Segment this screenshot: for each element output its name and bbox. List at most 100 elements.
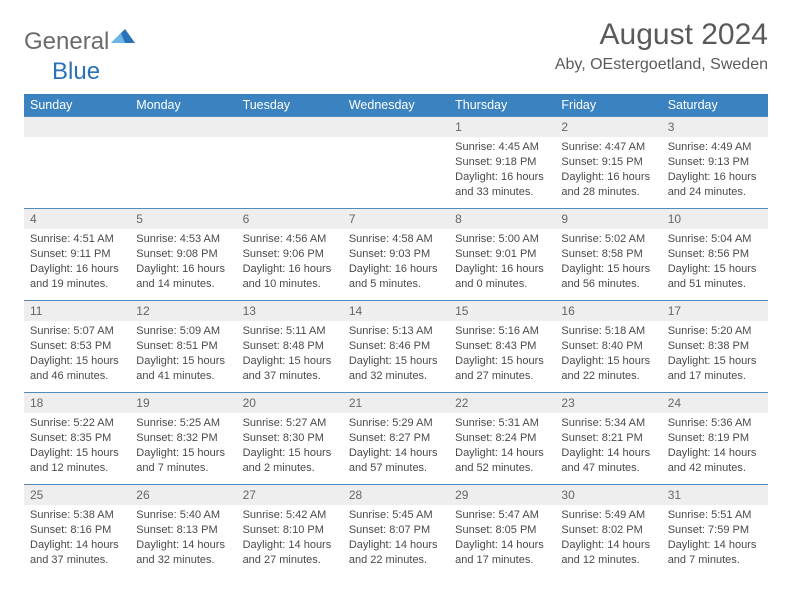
- calendar-day-cell: 4Sunrise: 4:51 AMSunset: 9:11 PMDaylight…: [24, 208, 130, 300]
- day-content: Sunrise: 5:45 AMSunset: 8:07 PMDaylight:…: [343, 505, 449, 571]
- calendar-day-cell: 8Sunrise: 5:00 AMSunset: 9:01 PMDaylight…: [449, 208, 555, 300]
- daylight-line: Daylight: 14 hours and 47 minutes.: [561, 446, 655, 476]
- sunset-line: Sunset: 8:46 PM: [349, 339, 443, 354]
- sunrise-line: Sunrise: 4:49 AM: [668, 140, 762, 155]
- calendar-day-cell: 14 Sunrise: 5:13 AMSunset: 8:46 PMDayligh…: [343, 300, 449, 392]
- daylight-line: Daylight: 16 hours and 28 minutes.: [561, 170, 655, 200]
- sunset-line: Sunset: 8:24 PM: [455, 431, 549, 446]
- calendar-day-cell: 7Sunrise: 4:58 AMSunset: 9:03 PMDaylight…: [343, 208, 449, 300]
- day-number: 26: [130, 484, 236, 505]
- calendar-day-cell: 9Sunrise: 5:02 AMSunset: 8:58 PMDaylight…: [555, 208, 661, 300]
- day-number: 31: [662, 484, 768, 505]
- day-number: 5: [130, 208, 236, 229]
- daylight-line: Daylight: 14 hours and 52 minutes.: [455, 446, 549, 476]
- sunrise-line: Sunrise: 5:45 AM: [349, 508, 443, 523]
- day-number: 25: [24, 484, 130, 505]
- sunset-line: Sunset: 8:16 PM: [30, 523, 124, 538]
- sunset-line: Sunset: 8:43 PM: [455, 339, 549, 354]
- daylight-line: Daylight: 16 hours and 5 minutes.: [349, 262, 443, 292]
- daylight-line: Daylight: 15 hours and 56 minutes.: [561, 262, 655, 292]
- day-content: Sunrise: 5:27 AMSunset: 8:30 PMDaylight:…: [237, 413, 343, 479]
- sunrise-line: Sunrise: 5:29 AM: [349, 416, 443, 431]
- sunrise-line: Sunrise: 5:02 AM: [561, 232, 655, 247]
- daylight-line: Daylight: 15 hours and 17 minutes.: [668, 354, 762, 384]
- day-number: 30: [555, 484, 661, 505]
- daylight-line: Daylight: 16 hours and 24 minutes.: [668, 170, 762, 200]
- calendar-week-row: 18Sunrise: 5:22 AMSunset: 8:35 PMDayligh…: [24, 392, 768, 484]
- sunset-line: Sunset: 8:40 PM: [561, 339, 655, 354]
- day-number-empty: [343, 116, 449, 137]
- calendar-day-cell: 23Sunrise: 5:34 AMSunset: 8:21 PMDayligh…: [555, 392, 661, 484]
- sunrise-line: Sunrise: 4:45 AM: [455, 140, 549, 155]
- calendar-day-cell: 29Sunrise: 5:47 AMSunset: 8:05 PMDayligh…: [449, 484, 555, 576]
- day-content: Sunrise: 5:18 AMSunset: 8:40 PMDaylight:…: [555, 321, 661, 387]
- daylight-line: Daylight: 15 hours and 51 minutes.: [668, 262, 762, 292]
- calendar-day-cell: 13Sunrise: 5:11 AMSunset: 8:48 PMDayligh…: [237, 300, 343, 392]
- sunrise-line: Sunrise: 5:11 AM: [243, 324, 337, 339]
- day-number-empty: [130, 116, 236, 137]
- calendar-day-cell: 18Sunrise: 5:22 AMSunset: 8:35 PMDayligh…: [24, 392, 130, 484]
- calendar-day-cell: [343, 116, 449, 208]
- sunrise-line: Sunrise: 5:09 AM: [136, 324, 230, 339]
- day-content: Sunrise: 5:16 AMSunset: 8:43 PMDaylight:…: [449, 321, 555, 387]
- calendar-day-cell: 15Sunrise: 5:16 AMSunset: 8:43 PMDayligh…: [449, 300, 555, 392]
- day-number: 6: [237, 208, 343, 229]
- day-content: Sunrise: 5:31 AMSunset: 8:24 PMDaylight:…: [449, 413, 555, 479]
- calendar-week-row: 4Sunrise: 4:51 AMSunset: 9:11 PMDaylight…: [24, 208, 768, 300]
- sunset-line: Sunset: 8:53 PM: [30, 339, 124, 354]
- day-number: 16: [555, 300, 661, 321]
- day-number: 9: [555, 208, 661, 229]
- day-number: 29: [449, 484, 555, 505]
- day-number: 17: [662, 300, 768, 321]
- day-content: Sunrise: 4:58 AMSunset: 9:03 PMDaylight:…: [343, 229, 449, 295]
- sunrise-line: Sunrise: 5:25 AM: [136, 416, 230, 431]
- weekday-header: Sunday: [24, 94, 130, 116]
- daylight-line: Daylight: 15 hours and 46 minutes.: [30, 354, 124, 384]
- day-number: 1: [449, 116, 555, 137]
- daylight-line: Daylight: 16 hours and 19 minutes.: [30, 262, 124, 292]
- sunrise-line: Sunrise: 5:49 AM: [561, 508, 655, 523]
- day-number: 14: [343, 300, 449, 321]
- daylight-line: Daylight: 15 hours and 2 minutes.: [243, 446, 337, 476]
- daylight-line: Daylight: 16 hours and 33 minutes.: [455, 170, 549, 200]
- calendar-day-cell: [130, 116, 236, 208]
- day-number: 11: [24, 300, 130, 321]
- calendar-day-cell: 10Sunrise: 5:04 AMSunset: 8:56 PMDayligh…: [662, 208, 768, 300]
- sunset-line: Sunset: 8:32 PM: [136, 431, 230, 446]
- sunrise-line: Sunrise: 4:47 AM: [561, 140, 655, 155]
- daylight-line: Daylight: 15 hours and 41 minutes.: [136, 354, 230, 384]
- calendar-day-cell: 28Sunrise: 5:45 AMSunset: 8:07 PMDayligh…: [343, 484, 449, 576]
- daylight-line: Daylight: 14 hours and 7 minutes.: [668, 538, 762, 568]
- sunset-line: Sunset: 8:48 PM: [243, 339, 337, 354]
- day-content: Sunrise: 4:49 AMSunset: 9:13 PMDaylight:…: [662, 137, 768, 203]
- day-number: 3: [662, 116, 768, 137]
- calendar-day-cell: 26Sunrise: 5:40 AMSunset: 8:13 PMDayligh…: [130, 484, 236, 576]
- weekday-header: Saturday: [662, 94, 768, 116]
- daylight-line: Daylight: 14 hours and 57 minutes.: [349, 446, 443, 476]
- day-number: 15: [449, 300, 555, 321]
- sunrise-line: Sunrise: 5:04 AM: [668, 232, 762, 247]
- daylight-line: Daylight: 15 hours and 32 minutes.: [349, 354, 443, 384]
- weekday-header: Friday: [555, 94, 661, 116]
- sunrise-line: Sunrise: 5:38 AM: [30, 508, 124, 523]
- day-number: 24: [662, 392, 768, 413]
- day-content: Sunrise: 5:02 AMSunset: 8:58 PMDaylight:…: [555, 229, 661, 295]
- sunrise-line: Sunrise: 5:13 AM: [349, 324, 443, 339]
- daylight-line: Daylight: 14 hours and 27 minutes.: [243, 538, 337, 568]
- calendar-day-cell: 11Sunrise: 5:07 AMSunset: 8:53 PMDayligh…: [24, 300, 130, 392]
- sunrise-line: Sunrise: 5:40 AM: [136, 508, 230, 523]
- weekday-header: Thursday: [449, 94, 555, 116]
- day-content: Sunrise: 5:25 AMSunset: 8:32 PMDaylight:…: [130, 413, 236, 479]
- day-content: Sunrise: 5:47 AMSunset: 8:05 PMDaylight:…: [449, 505, 555, 571]
- calendar-day-cell: 25 Sunrise: 5:38 AMSunset: 8:16 PMDayligh…: [24, 484, 130, 576]
- sunset-line: Sunset: 8:38 PM: [668, 339, 762, 354]
- sunrise-line: Sunrise: 5:00 AM: [455, 232, 549, 247]
- sunrise-line: Sunrise: 4:51 AM: [30, 232, 124, 247]
- day-content: Sunrise: 5:22 AMSunset: 8:35 PMDaylight:…: [24, 413, 130, 479]
- calendar-day-cell: [24, 116, 130, 208]
- day-content: Sunrise: 5:29 AMSunset: 8:27 PMDaylight:…: [343, 413, 449, 479]
- day-number: 22: [449, 392, 555, 413]
- daylight-line: Daylight: 15 hours and 22 minutes.: [561, 354, 655, 384]
- logo: General: [24, 28, 137, 56]
- daylight-line: Daylight: 14 hours and 37 minutes.: [30, 538, 124, 568]
